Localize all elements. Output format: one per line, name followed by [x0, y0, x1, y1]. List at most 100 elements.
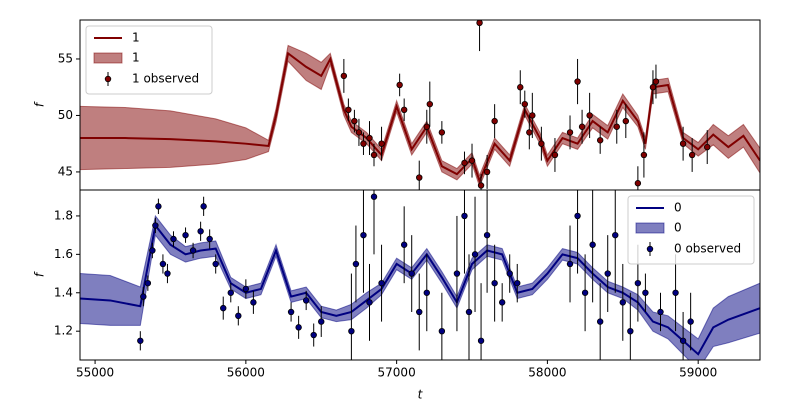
observed-point: [640, 151, 648, 159]
observed-point: [352, 260, 360, 268]
confidence-band: [80, 214, 760, 360]
legend-box: [627, 195, 755, 265]
observed-point: [477, 337, 485, 344]
observed-point: [423, 123, 430, 130]
observed-point: [619, 299, 626, 306]
observed-point: [491, 117, 498, 125]
observed-point: [529, 112, 536, 119]
legend-label: 0 observed: [674, 242, 741, 256]
observed-point: [581, 289, 589, 296]
observed-point: [182, 231, 189, 239]
observed-point: [578, 123, 586, 130]
observed-point: [378, 279, 385, 287]
observed-point: [144, 279, 152, 287]
observed-point: [302, 297, 310, 304]
observed-point: [416, 174, 423, 181]
observed-point: [514, 279, 521, 287]
x-axis-label: t: [418, 388, 424, 400]
observed-point: [295, 324, 302, 331]
observed-point: [468, 157, 476, 164]
observed-point: [453, 270, 461, 277]
observed-point: [400, 241, 408, 248]
observed-point: [688, 151, 696, 159]
observed-point: [483, 168, 491, 176]
x-tick-label: 59000: [679, 366, 717, 380]
observed-point: [370, 193, 378, 200]
legend: 0 0 0 observed: [627, 195, 755, 265]
observed-point: [551, 151, 559, 159]
legend-band-swatch: [635, 222, 665, 234]
axes-frame: [79, 189, 761, 361]
x-tick-label: 56000: [227, 366, 265, 380]
observed-point: [477, 182, 485, 189]
y-axis-label: f: [33, 101, 47, 107]
observed-point: [366, 299, 373, 306]
observed-point: [465, 308, 473, 316]
observed-point: [461, 159, 468, 167]
observed-point: [634, 279, 642, 287]
observed-point: [498, 299, 506, 306]
observed-point: [189, 247, 197, 254]
observed-point: [517, 84, 524, 91]
observed-point: [155, 203, 162, 210]
y-tick-label: 55: [58, 51, 73, 65]
legend-point-swatch: [104, 75, 112, 83]
observed-point: [538, 140, 545, 147]
observed-point: [366, 134, 373, 142]
observed-point: [586, 112, 593, 119]
observed-point: [596, 137, 604, 144]
observed-point: [566, 129, 574, 136]
observed-point: [152, 222, 159, 229]
legend-label: 1 observed: [132, 72, 199, 86]
legend-band-swatch: [93, 52, 123, 64]
observed-point: [506, 270, 513, 277]
observed-point: [416, 308, 423, 316]
observed-point: [438, 327, 446, 335]
observed-point: [360, 140, 367, 147]
observed-point: [652, 78, 660, 85]
observed-point: [423, 289, 430, 296]
observed-point: [351, 117, 358, 125]
y-tick-label: 45: [58, 164, 73, 178]
observed-point: [589, 241, 596, 248]
observed-point: [679, 337, 687, 344]
y-axis-label: f: [33, 271, 47, 277]
observed-point: [642, 289, 649, 296]
observed-point: [461, 212, 468, 220]
observed-point: [318, 318, 325, 325]
observed-point: [521, 100, 528, 108]
y-tick-label: 1.2: [54, 324, 73, 338]
observed-point: [476, 20, 483, 27]
observed-point: [164, 270, 171, 277]
observed-point: [483, 231, 491, 239]
observed-point: [687, 318, 694, 325]
observed-point: [340, 72, 348, 80]
observed-point: [170, 235, 177, 243]
y-tick-label: 1.6: [54, 247, 73, 261]
observed-point: [408, 270, 415, 277]
observed-point: [370, 151, 378, 159]
observed-point: [627, 327, 634, 335]
observed-point: [574, 78, 581, 85]
observed-point: [197, 228, 204, 235]
observed-point: [378, 140, 385, 147]
observed-point: [634, 180, 642, 187]
observed-point: [622, 117, 630, 125]
observed-point: [612, 231, 619, 239]
observed-point: [649, 84, 657, 91]
observed-point: [471, 251, 479, 258]
legend-box: [85, 25, 213, 95]
observed-point: [250, 299, 257, 306]
legend: 1 1 1 observed: [85, 25, 213, 95]
observed-point: [574, 212, 581, 220]
x-tick-label: 57000: [378, 366, 416, 380]
observed-point: [159, 260, 167, 268]
observed-point: [206, 235, 213, 243]
observed-point: [200, 203, 207, 210]
y-tick-label: 1.8: [54, 208, 73, 222]
observed-point: [526, 129, 533, 136]
observed-point: [400, 106, 408, 114]
observed-point: [355, 129, 363, 136]
x-tick-label: 55000: [76, 366, 114, 380]
